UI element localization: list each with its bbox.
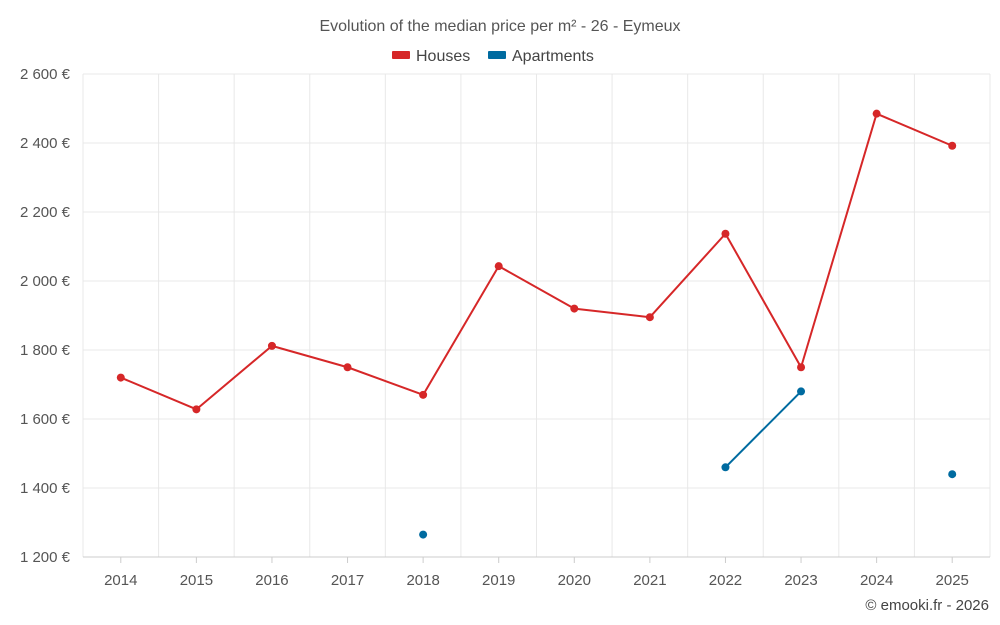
x-tick-label: 2017 bbox=[331, 572, 364, 589]
data-point-houses[interactable] bbox=[948, 141, 957, 150]
series-line-houses bbox=[120, 112, 953, 411]
data-point-houses[interactable] bbox=[872, 109, 881, 118]
legend-swatch-houses bbox=[392, 51, 410, 59]
data-point-houses[interactable] bbox=[192, 405, 201, 414]
x-tick-label: 2025 bbox=[936, 572, 969, 589]
y-tick-label: 1 600 € bbox=[20, 411, 71, 428]
data-point-houses[interactable] bbox=[494, 262, 503, 271]
x-tick-label: 2014 bbox=[104, 572, 137, 589]
x-tick-label: 2020 bbox=[558, 572, 591, 589]
data-point-apartments[interactable] bbox=[721, 463, 730, 472]
legend: Houses Apartments bbox=[392, 48, 594, 65]
gridlines bbox=[82, 73, 991, 557]
series-apartments bbox=[419, 387, 957, 539]
legend-label-apartments: Apartments bbox=[512, 48, 594, 65]
data-point-houses[interactable] bbox=[267, 341, 276, 350]
chart-title: Evolution of the median price per m² - 2… bbox=[319, 18, 680, 35]
data-point-houses[interactable] bbox=[343, 363, 352, 372]
data-point-houses[interactable] bbox=[721, 229, 730, 238]
y-tick-label: 1 400 € bbox=[20, 480, 71, 497]
x-tick-label: 2019 bbox=[482, 572, 515, 589]
x-tick-label: 2022 bbox=[709, 572, 742, 589]
y-tick-label: 1 800 € bbox=[20, 342, 71, 359]
series-houses bbox=[116, 109, 957, 414]
data-point-apartments[interactable] bbox=[797, 387, 806, 396]
x-tick-label: 2018 bbox=[406, 572, 439, 589]
series-layer bbox=[116, 109, 957, 539]
data-point-apartments[interactable] bbox=[948, 470, 957, 479]
x-tick-label: 2021 bbox=[633, 572, 666, 589]
x-tick-label: 2023 bbox=[784, 572, 817, 589]
x-axis: 2014 2015 2016 2017 2018 2019 2020 2021 2022 2023… bbox=[83, 556, 990, 589]
legend-label-houses: Houses bbox=[416, 48, 470, 65]
legend-swatch-apartments bbox=[488, 51, 506, 59]
x-tick-label: 2016 bbox=[255, 572, 288, 589]
series-line-apartments bbox=[724, 390, 802, 469]
y-axis: 1 200 € 1 400 € 1 600 € 1 800 € 2 000 € 2 200… bbox=[20, 66, 71, 566]
data-point-houses[interactable] bbox=[419, 390, 428, 399]
credit-text: © emooki.fr - 2026 bbox=[865, 597, 989, 614]
x-tick-label: 2015 bbox=[180, 572, 213, 589]
y-tick-label: 2 400 € bbox=[20, 135, 71, 152]
x-tick-label: 2024 bbox=[860, 572, 893, 589]
y-tick-label: 2 000 € bbox=[20, 273, 71, 290]
data-point-houses[interactable] bbox=[797, 363, 806, 372]
data-point-houses[interactable] bbox=[645, 313, 654, 322]
legend-item-apartments[interactable]: Apartments bbox=[488, 48, 594, 65]
data-point-houses[interactable] bbox=[116, 373, 125, 382]
y-tick-label: 1 200 € bbox=[20, 549, 71, 566]
legend-item-houses[interactable]: Houses bbox=[392, 48, 470, 65]
y-tick-label: 2 600 € bbox=[20, 66, 71, 83]
y-tick-label: 2 200 € bbox=[20, 204, 71, 221]
data-point-houses[interactable] bbox=[570, 304, 579, 313]
data-point-apartments[interactable] bbox=[419, 530, 428, 539]
